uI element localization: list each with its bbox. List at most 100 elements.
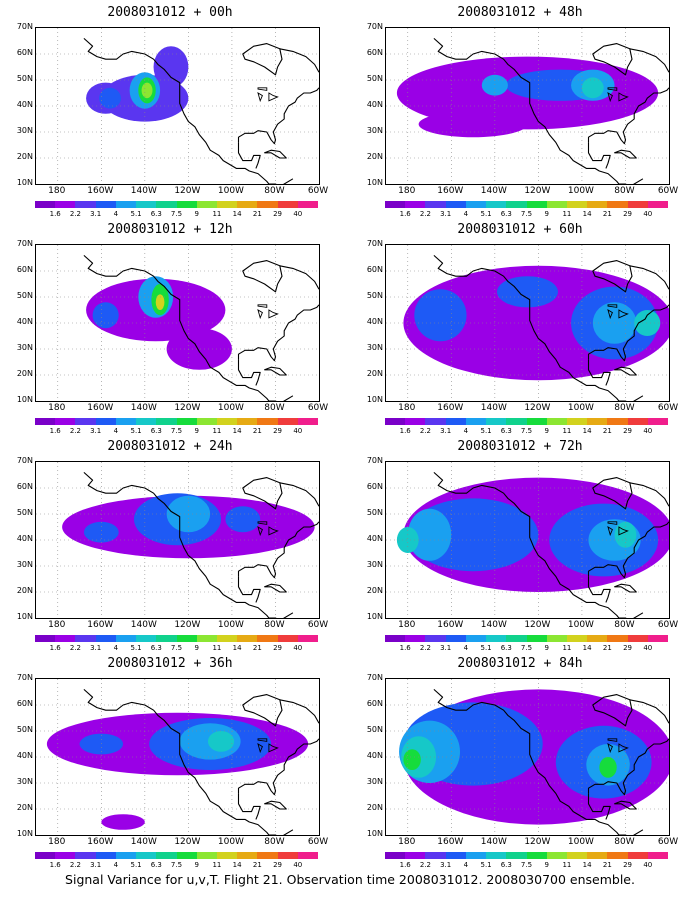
lat-label: 60N <box>16 265 33 274</box>
colorbar-swatch <box>445 635 466 642</box>
colorbar-label: 5.1 <box>130 427 142 435</box>
colorbar-label: 6.3 <box>150 210 162 218</box>
colorbar-label: 2.2 <box>69 427 81 435</box>
lon-label: 140W <box>480 837 507 847</box>
colorbar-label: 3.1 <box>90 210 102 218</box>
lat-label: 20N <box>366 586 383 595</box>
lat-label: 40N <box>366 751 383 760</box>
colorbar-label: 29 <box>623 210 633 218</box>
colorbar-swatch <box>115 201 137 208</box>
colorbar-swatch <box>627 201 648 208</box>
variance-contour <box>92 302 119 329</box>
lat-label: 70N <box>366 456 383 465</box>
lon-label: 120W <box>524 620 551 630</box>
coastline <box>83 471 294 618</box>
panel-title: 2008031012 + 12h <box>107 222 233 237</box>
colorbar <box>385 852 669 859</box>
colorbar-label: 2.2 <box>419 644 431 652</box>
coastline <box>592 260 633 293</box>
colorbar-label: 40 <box>643 861 653 869</box>
colorbar-label: 14 <box>582 644 592 652</box>
colorbar-label: 11 <box>562 427 572 435</box>
colorbar-label: 2.2 <box>419 427 431 435</box>
coastline <box>237 304 319 362</box>
coastline <box>237 738 319 796</box>
lake-outline <box>257 521 268 525</box>
colorbar-swatch <box>136 635 157 642</box>
colorbar-label: 4 <box>113 861 119 869</box>
colorbar-label: 14 <box>232 644 242 652</box>
colorbar-swatch <box>237 418 258 425</box>
colorbar-label: 14 <box>232 861 242 869</box>
colorbar-swatch <box>237 635 258 642</box>
colorbar-swatch <box>196 418 217 425</box>
colorbar-swatch <box>405 852 426 859</box>
variance-map <box>386 462 669 618</box>
colorbar-swatch <box>566 635 588 642</box>
colorbar-swatch <box>55 852 76 859</box>
variance-contour <box>101 814 145 830</box>
variance-contour <box>414 289 467 342</box>
lat-label: 30N <box>16 777 33 786</box>
colorbar-label: 40 <box>293 644 303 652</box>
map-frame <box>385 461 670 619</box>
lake-outline <box>257 738 268 742</box>
lake-outline <box>607 87 618 91</box>
lon-label: 60W <box>657 620 679 630</box>
colorbar-label: 21 <box>252 861 262 869</box>
colorbar-swatch <box>627 418 648 425</box>
lake-outline <box>257 309 263 320</box>
colorbar-label: 40 <box>643 210 653 218</box>
variance-map <box>36 462 319 618</box>
colorbar-swatch <box>546 201 567 208</box>
colorbar-swatch <box>277 201 298 208</box>
colorbar-swatch <box>506 852 527 859</box>
lat-label: 10N <box>16 612 33 621</box>
coastline <box>279 699 319 724</box>
colorbar-label: 6.3 <box>150 861 162 869</box>
variance-contour <box>634 310 661 336</box>
colorbar-label: 11 <box>212 210 222 218</box>
lon-label: 120W <box>174 837 201 847</box>
lat-label: 20N <box>366 369 383 378</box>
colorbar-label: 40 <box>293 427 303 435</box>
lake-outline <box>268 743 279 753</box>
lat-label: 70N <box>16 673 33 682</box>
colorbar-swatch <box>55 201 76 208</box>
coastline <box>614 800 637 810</box>
variance-contour <box>403 749 421 770</box>
colorbar-swatch <box>75 201 96 208</box>
lat-label: 20N <box>16 586 33 595</box>
lake-outline <box>607 521 618 525</box>
colorbar-label: 4 <box>113 427 119 435</box>
variance-contour <box>153 46 189 88</box>
lat-label: 60N <box>16 699 33 708</box>
lon-label: 120W <box>174 403 201 413</box>
lon-label: 60W <box>657 837 679 847</box>
lon-label: 60W <box>307 620 329 630</box>
colorbar-label: 3.1 <box>90 427 102 435</box>
colorbar-swatch <box>587 852 608 859</box>
lat-label: 40N <box>16 100 33 109</box>
coastline <box>629 482 669 507</box>
lat-label: 60N <box>366 265 383 274</box>
colorbar-label: 9 <box>194 427 199 435</box>
colorbar-label: 3.1 <box>440 644 452 652</box>
lon-label: 60W <box>307 837 329 847</box>
lon-label: 80W <box>264 186 285 196</box>
lat-label: 60N <box>16 482 33 491</box>
lon-label: 100W <box>567 620 594 630</box>
coastline <box>242 43 283 76</box>
lon-label: 80W <box>264 403 285 413</box>
map-frame <box>385 27 670 185</box>
colorbar-label: 9 <box>544 427 549 435</box>
colorbar-swatch <box>465 635 487 642</box>
lat-label: 70N <box>366 22 383 31</box>
variance-contour <box>396 527 419 553</box>
variance-map <box>386 28 669 184</box>
colorbar-swatch <box>607 852 628 859</box>
colorbar-label: 9 <box>544 210 549 218</box>
lon-label: 180 <box>398 837 416 847</box>
colorbar-swatch <box>75 418 96 425</box>
coastline <box>83 254 294 401</box>
